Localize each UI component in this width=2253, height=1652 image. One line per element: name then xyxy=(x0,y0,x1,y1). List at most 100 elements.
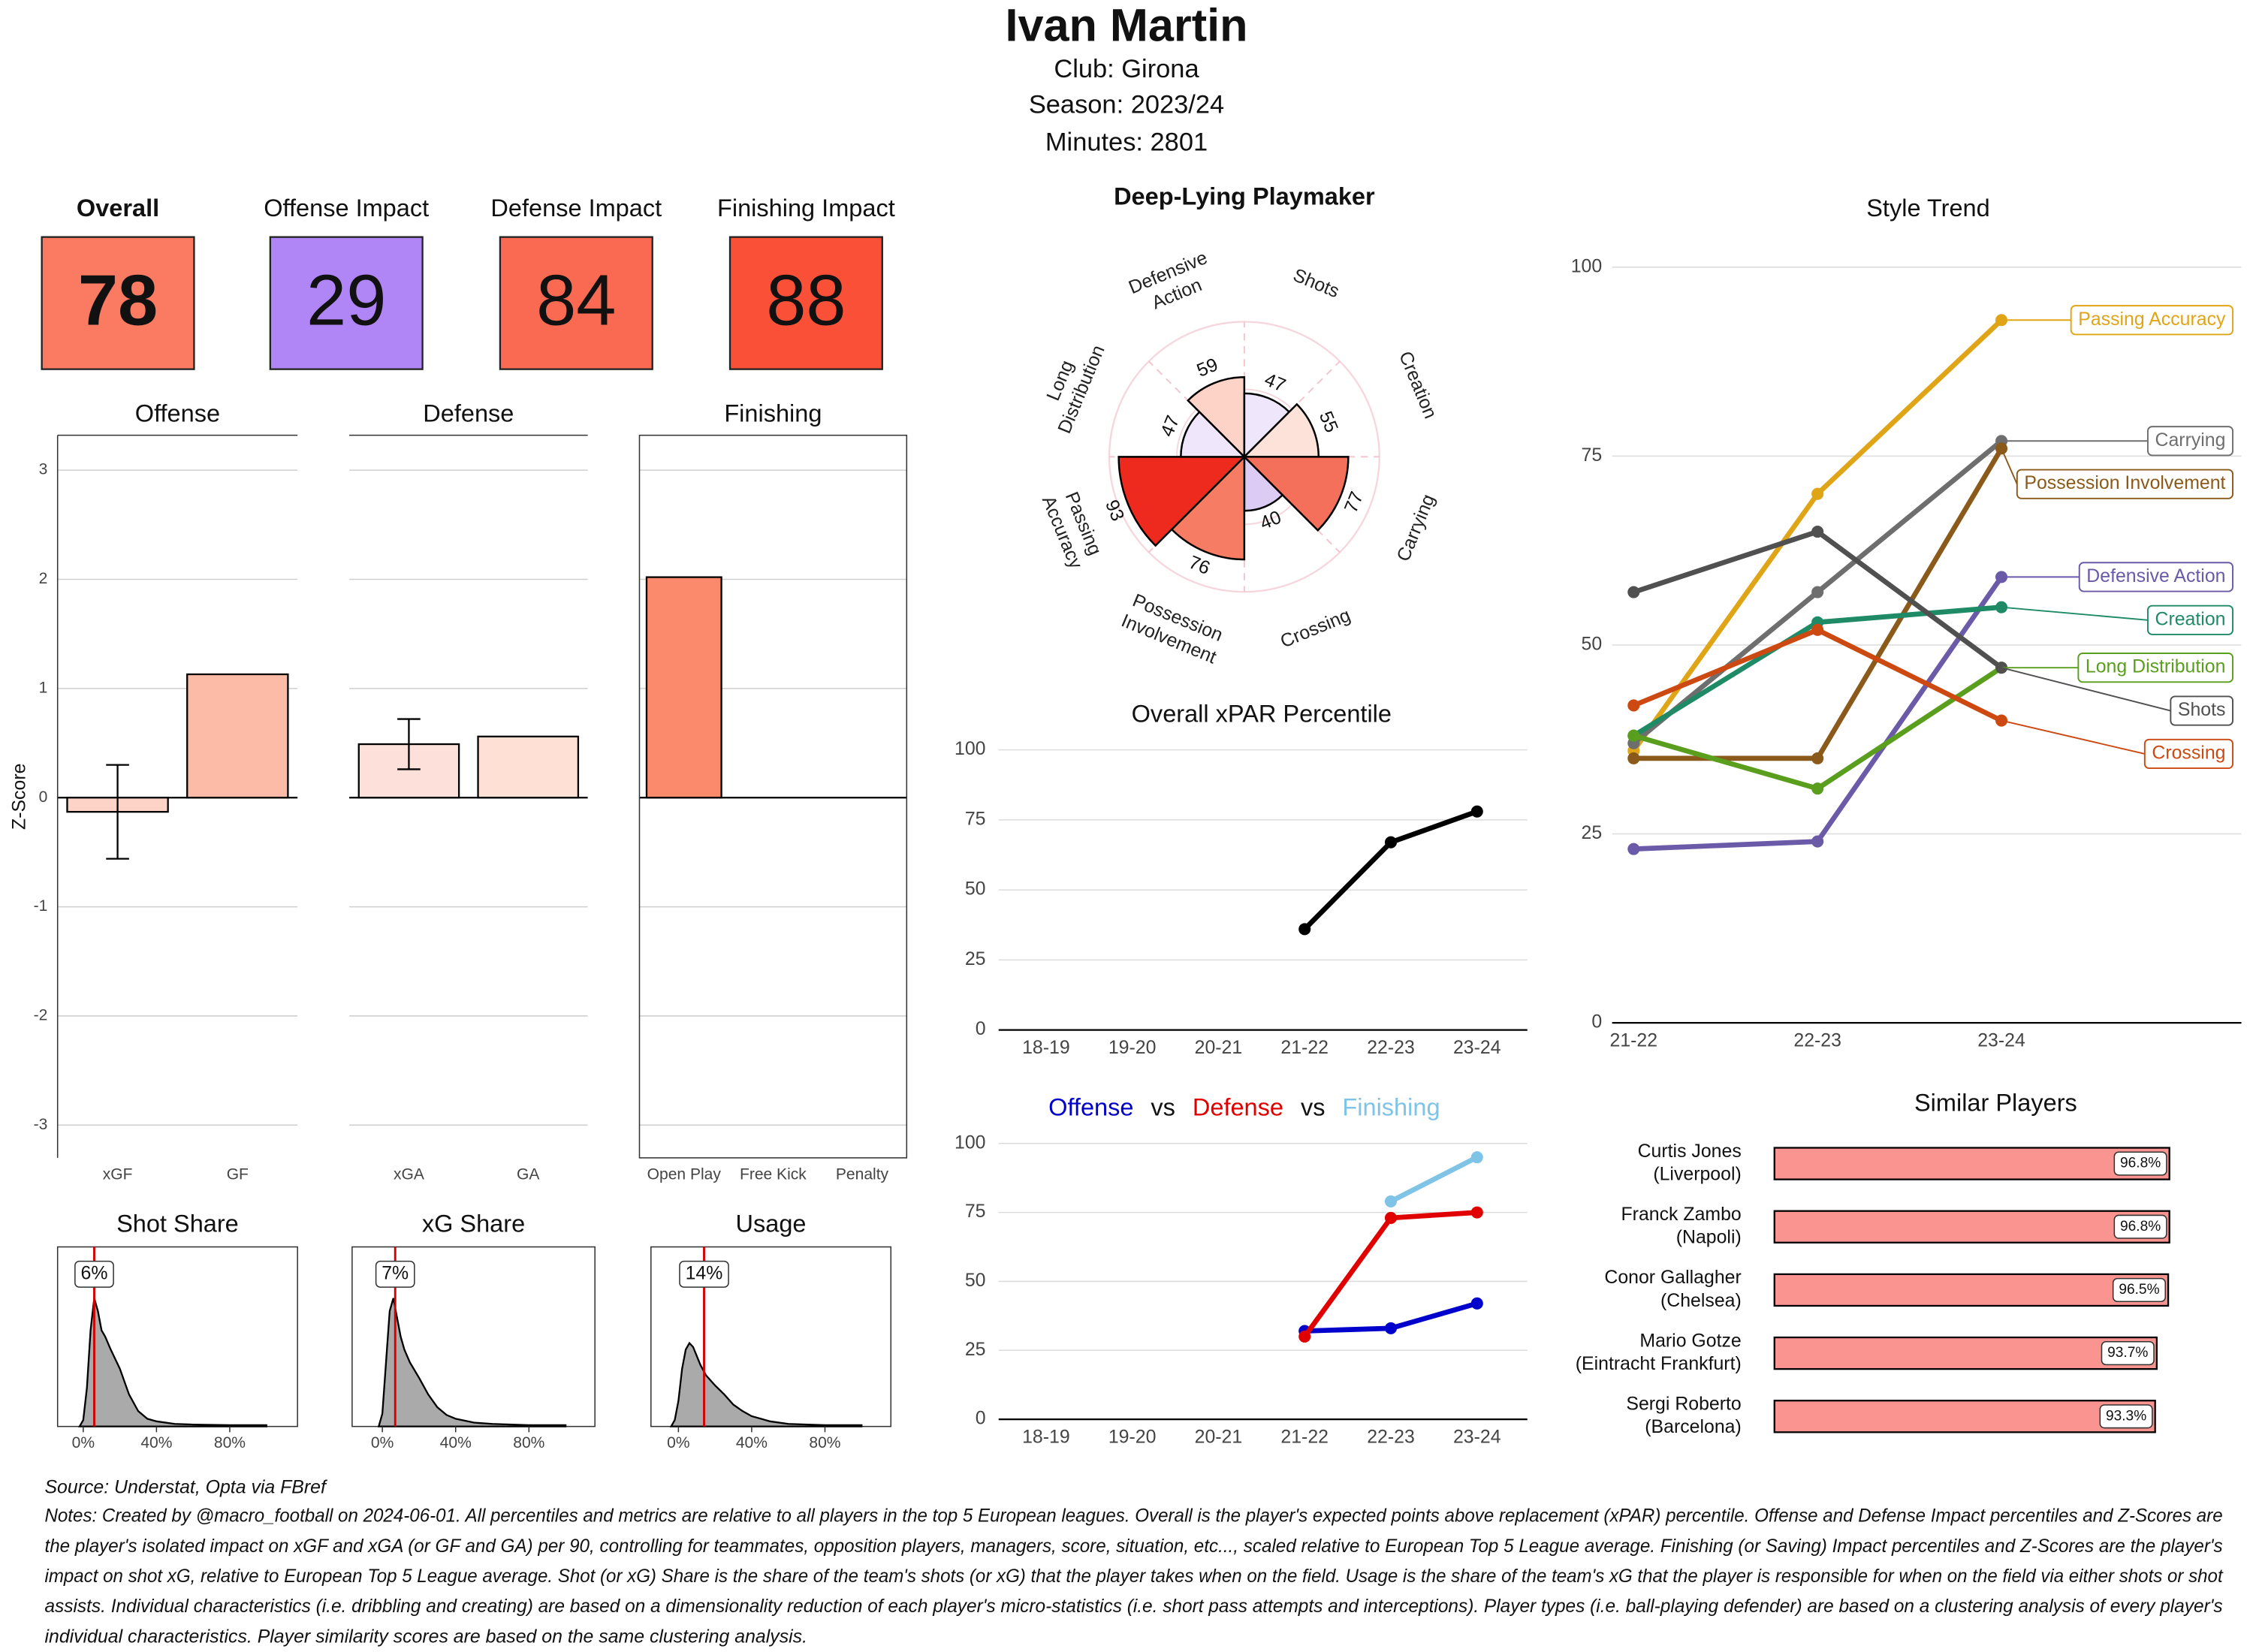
end-label: Shots xyxy=(2178,699,2226,720)
y-tick-label: 0 xyxy=(39,788,48,806)
x-tick-label: 0% xyxy=(667,1434,689,1452)
end-label-leader xyxy=(2001,719,2146,755)
y-tick-label: 75 xyxy=(965,1201,986,1222)
point xyxy=(1811,586,1824,598)
player-name: Sergi Roberto xyxy=(1626,1394,1741,1415)
impact-label: Offense Impact xyxy=(264,194,429,222)
y-tick-label: 2 xyxy=(39,570,48,587)
player-name: (Eintracht Frankfurt) xyxy=(1576,1353,1742,1374)
polar-value-label: 76 xyxy=(1186,551,1213,578)
y-tick-label: 1 xyxy=(39,679,48,696)
y-tick-label: 0 xyxy=(1591,1011,1602,1032)
point xyxy=(1470,1151,1483,1164)
line xyxy=(1302,1210,1477,1338)
x-tick-label: 0% xyxy=(72,1434,95,1452)
y-tick-label: 25 xyxy=(1582,822,1603,843)
impact-box xyxy=(269,236,424,370)
x-tick-label: 20-21 xyxy=(1195,1037,1243,1058)
y-tick-label: 50 xyxy=(1582,634,1603,655)
point xyxy=(1627,752,1640,764)
polar-bar xyxy=(1187,376,1246,460)
x-tick-label: 80% xyxy=(214,1434,246,1452)
chart-title: Style Trend xyxy=(1866,194,1989,222)
impact-label: Overall xyxy=(77,194,159,222)
player-name: Franck Zambo xyxy=(1621,1204,1742,1225)
legend-label: Finishing xyxy=(1342,1093,1440,1120)
y-tick-label: -3 xyxy=(34,1116,48,1133)
polar-value-label: 55 xyxy=(1315,408,1342,436)
y-tick-label: 25 xyxy=(965,1339,986,1360)
impact-box xyxy=(728,236,883,370)
density-area xyxy=(377,1298,567,1427)
point xyxy=(1298,923,1311,936)
point xyxy=(1995,601,2008,613)
x-tick-label: 23-24 xyxy=(1453,1037,1501,1058)
y-tick-label: 0 xyxy=(976,1018,986,1039)
player-name: (Chelsea) xyxy=(1660,1290,1742,1311)
x-tick-label: 23-24 xyxy=(1453,1427,1501,1448)
value-label: 96.5% xyxy=(2119,1282,2159,1298)
line xyxy=(1389,1155,1479,1204)
marker-label-box xyxy=(679,1260,729,1288)
x-tick-label: 0% xyxy=(371,1434,394,1452)
polar-value-label: 40 xyxy=(1257,507,1284,534)
marker-label: 14% xyxy=(686,1262,723,1283)
club: Club: Girona xyxy=(1054,55,1199,83)
y-tick-label: -1 xyxy=(34,897,48,915)
y-tick-label: 50 xyxy=(965,1270,986,1291)
panel-title: Finishing xyxy=(724,399,822,427)
note-line: assists. Individual characteristics (i.e… xyxy=(44,1596,2222,1617)
x-tick-label: 22-23 xyxy=(1367,1427,1415,1448)
x-tick-label: xGF xyxy=(103,1165,133,1183)
point xyxy=(1811,782,1824,795)
x-tick-label: GA xyxy=(517,1165,539,1183)
y-tick-label: 100 xyxy=(1571,255,1602,276)
panel-title: Usage xyxy=(736,1210,807,1237)
polar-category: Carrying xyxy=(1392,491,1439,565)
note-line: impact on shot xG, relative to European … xyxy=(44,1566,2223,1587)
player-name: Conor Gallagher xyxy=(1604,1267,1741,1288)
value-label-box xyxy=(2112,1277,2167,1302)
polar-bar xyxy=(1243,392,1291,460)
impact-box xyxy=(499,236,653,370)
x-tick-label: 18-19 xyxy=(1022,1037,1070,1058)
polar-category-label: Crossing xyxy=(1277,604,1353,652)
bar xyxy=(186,673,289,799)
minutes: Minutes: 2801 xyxy=(1045,128,1208,156)
player-name: Curtis Jones xyxy=(1638,1141,1742,1162)
player-name: Ivan Martin xyxy=(1005,0,1247,50)
impact-value: 84 xyxy=(536,261,616,341)
y-tick-label: 3 xyxy=(39,461,48,478)
x-tick-label: 80% xyxy=(809,1434,840,1452)
x-tick-label: 21-22 xyxy=(1280,1037,1329,1058)
x-tick-label: 22-23 xyxy=(1793,1030,1841,1051)
y-tick-label: 0 xyxy=(976,1408,986,1429)
end-label: Defensive Action xyxy=(2086,565,2225,586)
point xyxy=(1298,1330,1311,1343)
x-tick-label: Open Play xyxy=(647,1165,722,1183)
legend-label: Offense xyxy=(1048,1093,1133,1120)
note-line: the player's isolated impact on xGF and … xyxy=(44,1536,2222,1557)
point xyxy=(1995,714,2008,727)
value-label-box xyxy=(2101,1341,2155,1366)
y-tick-label: 100 xyxy=(955,1132,985,1153)
legend-label: Defense xyxy=(1193,1093,1283,1120)
marker-label: 6% xyxy=(81,1262,108,1283)
point xyxy=(1384,1195,1398,1207)
value-label-box xyxy=(2113,1151,2167,1176)
point xyxy=(1470,805,1483,818)
bar xyxy=(1773,1147,2170,1180)
value-label: 96.8% xyxy=(2120,1156,2161,1171)
end-label: Possession Involvement xyxy=(2024,472,2225,493)
chart-title: Deep-Lying Playmaker xyxy=(1114,183,1375,210)
y-tick-label: 75 xyxy=(1582,445,1603,466)
chart-title: Similar Players xyxy=(1914,1090,2077,1117)
polar-category-label: Shots xyxy=(1290,264,1342,302)
x-tick-label: xGA xyxy=(394,1165,424,1183)
impact-value: 29 xyxy=(306,261,386,341)
